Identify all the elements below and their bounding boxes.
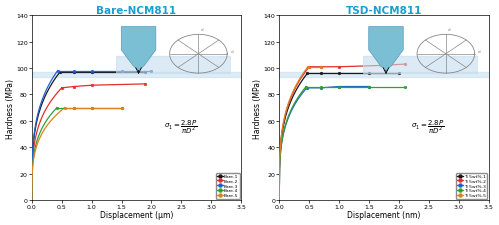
Y-axis label: Hardness (MPa): Hardness (MPa) <box>5 78 14 138</box>
X-axis label: Displacement (nm): Displacement (nm) <box>347 211 421 219</box>
X-axis label: Displacement (μm): Displacement (μm) <box>100 211 173 219</box>
Y-axis label: Hardness (MPa): Hardness (MPa) <box>253 78 262 138</box>
Bar <box>279 73 489 78</box>
Legend: Bare-1, Bare-2, Bare-3, Bare-4, Bare-5: Bare-1, Bare-2, Bare-3, Bare-4, Bare-5 <box>216 173 240 199</box>
Title: TSD-NCM811: TSD-NCM811 <box>346 6 422 16</box>
Text: $\sigma_1 = \dfrac{2.8P}{\pi D^2}$: $\sigma_1 = \dfrac{2.8P}{\pi D^2}$ <box>164 118 197 135</box>
Title: Bare-NCM811: Bare-NCM811 <box>96 6 177 16</box>
Legend: Ti 5wt%-1, Ti 5wt%-2, Ti 5wt%-3, Ti 5wt%-4, Ti 5wt%-5: Ti 5wt%-1, Ti 5wt%-2, Ti 5wt%-3, Ti 5wt%… <box>456 173 487 199</box>
Bar <box>32 73 241 78</box>
Text: $\sigma_1 = \dfrac{2.8P}{\pi D^2}$: $\sigma_1 = \dfrac{2.8P}{\pi D^2}$ <box>411 118 445 135</box>
